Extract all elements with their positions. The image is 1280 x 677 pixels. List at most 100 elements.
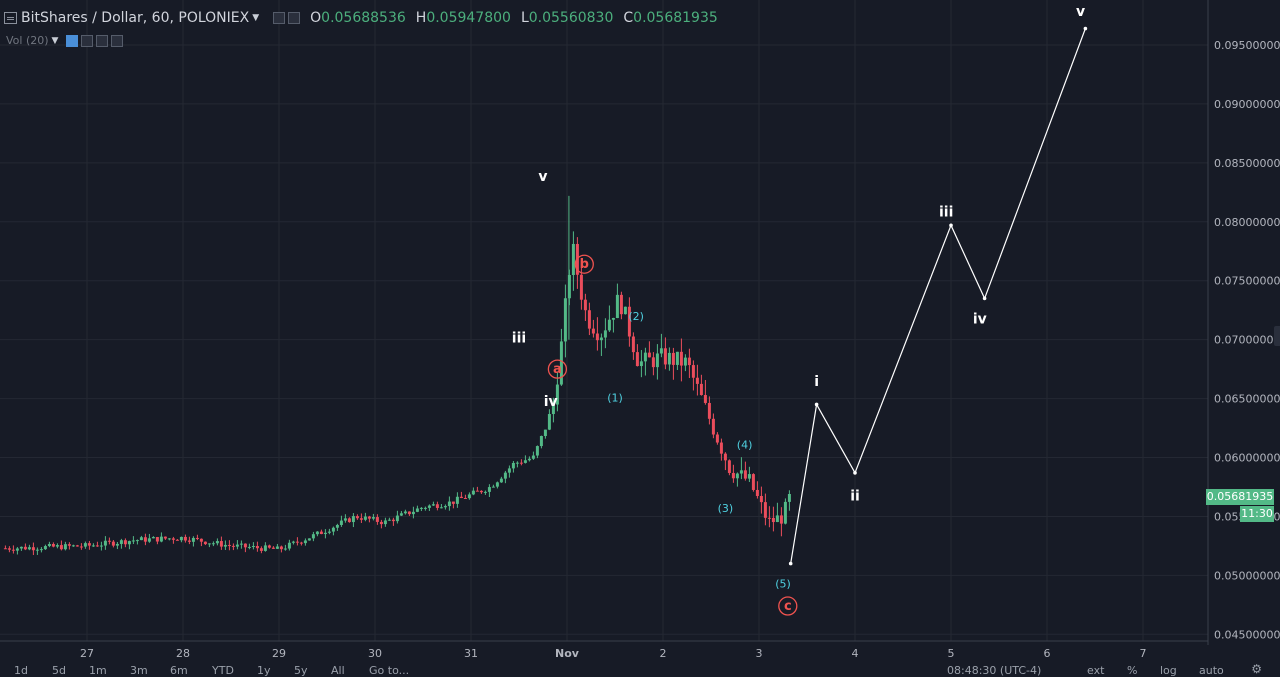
log-toggle[interactable]: log <box>1160 664 1177 677</box>
candle-body <box>223 544 227 547</box>
candle-body <box>459 496 463 498</box>
candle-body <box>587 310 591 329</box>
time-tick-label: 2 <box>660 647 667 660</box>
candle-body <box>399 513 403 516</box>
candle-body <box>159 536 163 542</box>
candle-body <box>579 274 583 300</box>
range-5d[interactable]: 5d <box>52 664 66 677</box>
range-5y[interactable]: 5y <box>294 664 308 677</box>
menu-icon[interactable] <box>4 12 17 24</box>
projection-point <box>1083 26 1088 31</box>
candle-body <box>7 548 11 550</box>
candle-body <box>91 545 95 547</box>
ext-toggle[interactable]: ext <box>1087 664 1105 677</box>
candle-body <box>735 473 739 479</box>
candle-body <box>363 516 367 520</box>
chevron-down-icon[interactable]: ▼ <box>51 35 59 46</box>
time-tick-label: 31 <box>464 647 478 660</box>
wave-label: (4) <box>737 439 753 452</box>
range-1m[interactable]: 1m <box>89 664 107 677</box>
candle-body <box>751 474 755 490</box>
price-tick-label: 0.06500000 <box>1214 393 1280 406</box>
candle-body <box>327 531 331 533</box>
candle-body <box>335 524 339 528</box>
chevron-down-icon[interactable]: ▼ <box>252 13 260 23</box>
candle-body <box>439 507 443 509</box>
range-all[interactable]: All <box>331 664 345 677</box>
candle-body <box>51 543 55 547</box>
settings-icon[interactable] <box>273 12 286 24</box>
eye-icon[interactable] <box>66 34 79 47</box>
price-tick-label: 0.09500000 <box>1214 39 1280 52</box>
candle-body <box>407 511 411 515</box>
candle-body <box>523 460 527 463</box>
price-tick-label: 0.08500000 <box>1214 157 1280 170</box>
candle-body <box>599 337 603 341</box>
volume-indicator-label[interactable]: Vol (20) <box>6 34 49 47</box>
candle-body <box>147 538 151 542</box>
candle-body <box>143 537 147 542</box>
candle-body <box>151 537 155 539</box>
candle-body <box>759 495 763 503</box>
wave-label: iv <box>973 312 987 328</box>
candle-body <box>43 546 47 550</box>
candle-body <box>427 505 431 508</box>
candle-body <box>535 446 539 456</box>
candle-body <box>671 352 675 365</box>
candle-body <box>627 306 631 337</box>
candle-body <box>23 546 27 550</box>
candle-body <box>583 299 587 311</box>
candle-body <box>163 536 167 539</box>
add-icon[interactable] <box>96 34 109 47</box>
candle-body <box>211 543 215 545</box>
auto-toggle[interactable]: auto <box>1199 664 1224 677</box>
range-1d[interactable]: 1d <box>14 664 28 677</box>
goto-button[interactable]: Go to... <box>369 664 410 677</box>
gear-icon[interactable]: ⚙ <box>1251 662 1262 676</box>
symbol-title[interactable]: BitShares / Dollar, 60, POLONIEX <box>21 10 250 26</box>
wave-label: (5) <box>775 578 791 591</box>
candle-body <box>299 542 303 544</box>
candle-body <box>603 330 607 338</box>
percent-toggle[interactable]: % <box>1127 664 1138 677</box>
candle-body <box>207 543 211 545</box>
candle-body <box>659 348 663 354</box>
time-tick-label: 4 <box>852 647 859 660</box>
candle-body <box>487 487 491 492</box>
candle-body <box>507 468 511 473</box>
candle-body <box>419 507 423 509</box>
candle-body <box>723 453 727 461</box>
range-3m[interactable]: 3m <box>130 664 148 677</box>
candle-body <box>351 516 355 523</box>
candle-body <box>195 537 199 539</box>
candle-body <box>315 531 319 535</box>
candle-body <box>415 508 419 512</box>
chart-grid <box>0 0 1208 641</box>
candle-body <box>307 538 311 541</box>
candle-body <box>319 531 323 535</box>
close-icon[interactable] <box>111 34 124 47</box>
range-6m[interactable]: 6m <box>170 664 188 677</box>
candle-body <box>371 517 375 519</box>
candle-body <box>607 319 611 331</box>
candle-body <box>691 365 695 378</box>
candle-body <box>479 490 483 493</box>
candle-body <box>63 544 67 550</box>
candle-body <box>391 519 395 522</box>
candle-body <box>251 546 255 548</box>
compare-icon[interactable] <box>288 12 301 24</box>
wave-label: v <box>538 169 547 185</box>
range-1y[interactable]: 1y <box>257 664 271 677</box>
candle-body <box>27 547 31 550</box>
projection-point <box>788 561 793 566</box>
range-ytd[interactable]: YTD <box>212 664 234 677</box>
candle-body <box>423 507 427 509</box>
collapse-arrow-icon[interactable] <box>1274 326 1280 346</box>
open-label: O <box>310 10 322 26</box>
candle-body <box>663 348 667 365</box>
settings-icon[interactable] <box>81 34 94 47</box>
candlestick-series <box>3 195 791 556</box>
candle-body <box>455 496 459 504</box>
